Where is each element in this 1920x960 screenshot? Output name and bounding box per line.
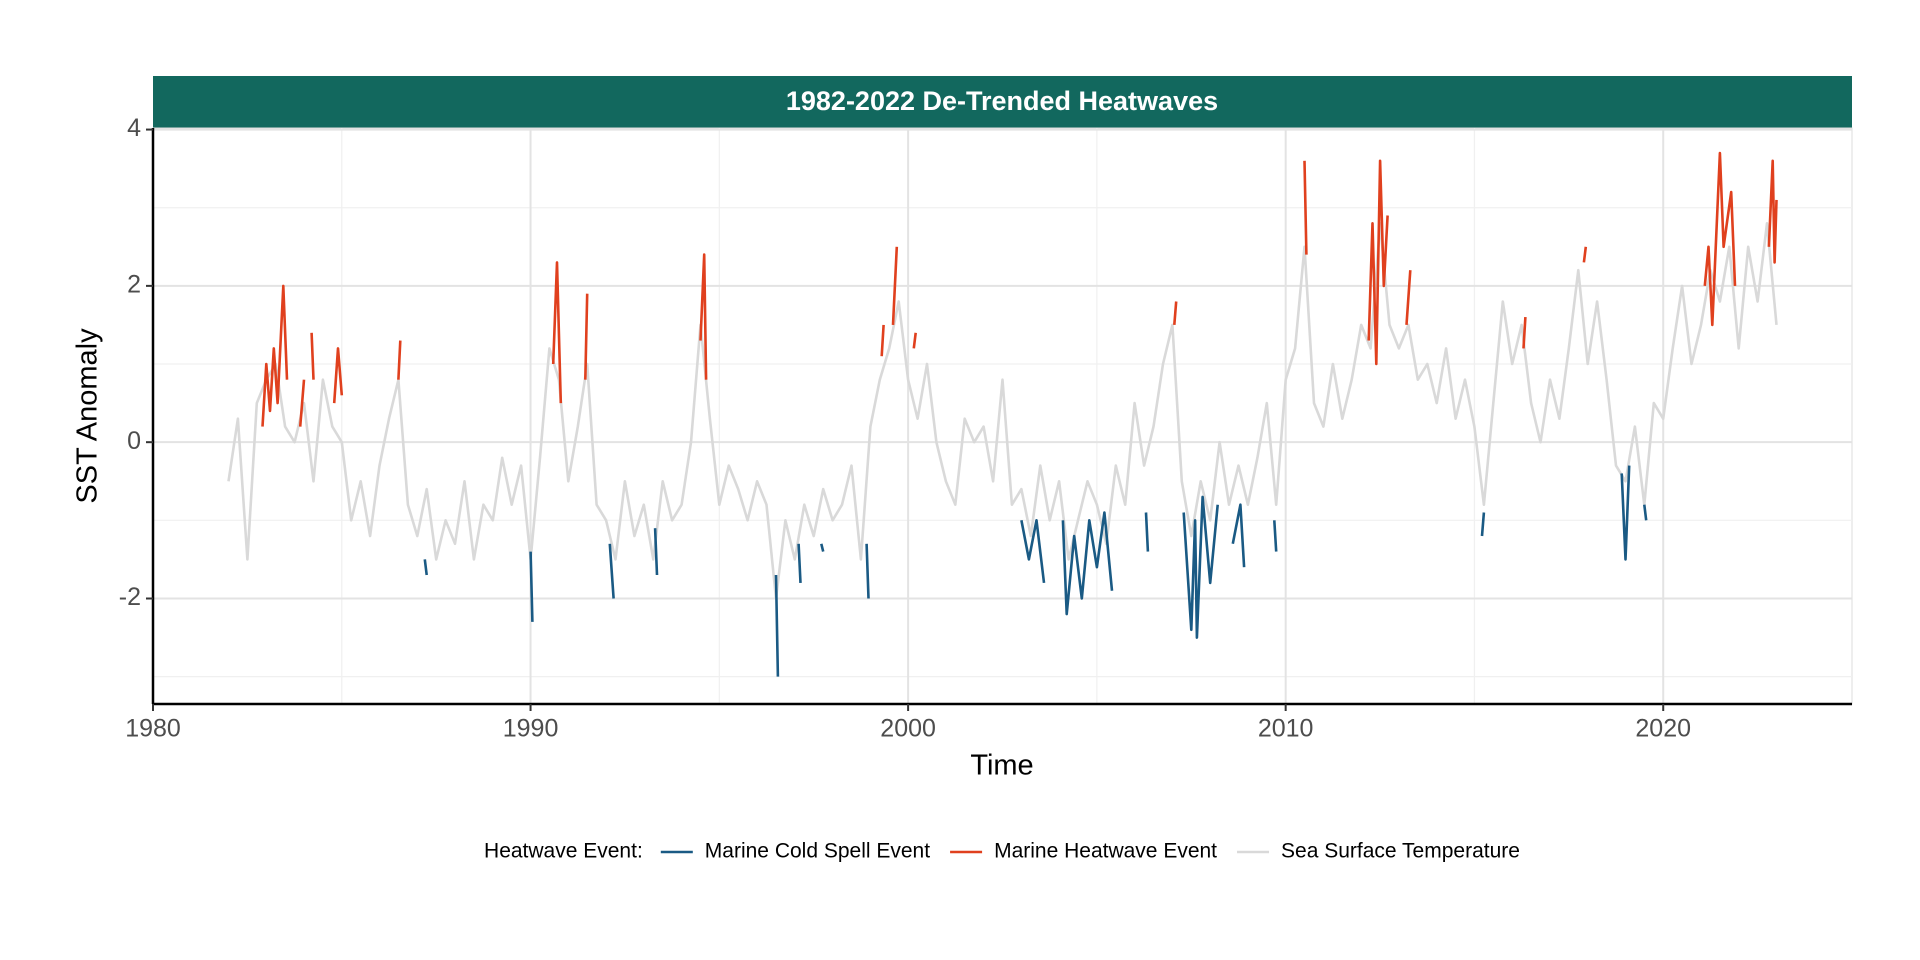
legend-label: Sea Surface Temperature xyxy=(1281,840,1520,863)
x-tick-label: 1980 xyxy=(125,715,181,743)
legend-title: Heatwave Event: xyxy=(484,840,643,863)
x-axis-title: Time xyxy=(970,750,1033,782)
x-tick-label: 2020 xyxy=(1635,715,1691,743)
plot-panel xyxy=(152,127,1853,705)
x-tick-label: 1990 xyxy=(503,715,559,743)
y-tick-label: 0 xyxy=(127,427,141,455)
series-line xyxy=(227,222,1778,600)
title-strip xyxy=(153,76,1852,128)
x-tick-label: 2010 xyxy=(1258,715,1314,743)
y-axis-title: SST Anomaly xyxy=(72,328,104,504)
series-line xyxy=(261,151,1778,427)
x-tick-label: 2000 xyxy=(880,715,936,743)
y-tick-label: 4 xyxy=(127,114,141,142)
legend-label: Marine Cold Spell Event xyxy=(705,840,930,863)
series-line xyxy=(423,465,1648,677)
y-tick-label: 2 xyxy=(127,270,141,298)
legend-label: Marine Heatwave Event xyxy=(994,840,1217,863)
chart-title: 1982-2022 De-Trended Heatwaves xyxy=(786,86,1218,116)
y-tick-label: -2 xyxy=(119,583,141,611)
